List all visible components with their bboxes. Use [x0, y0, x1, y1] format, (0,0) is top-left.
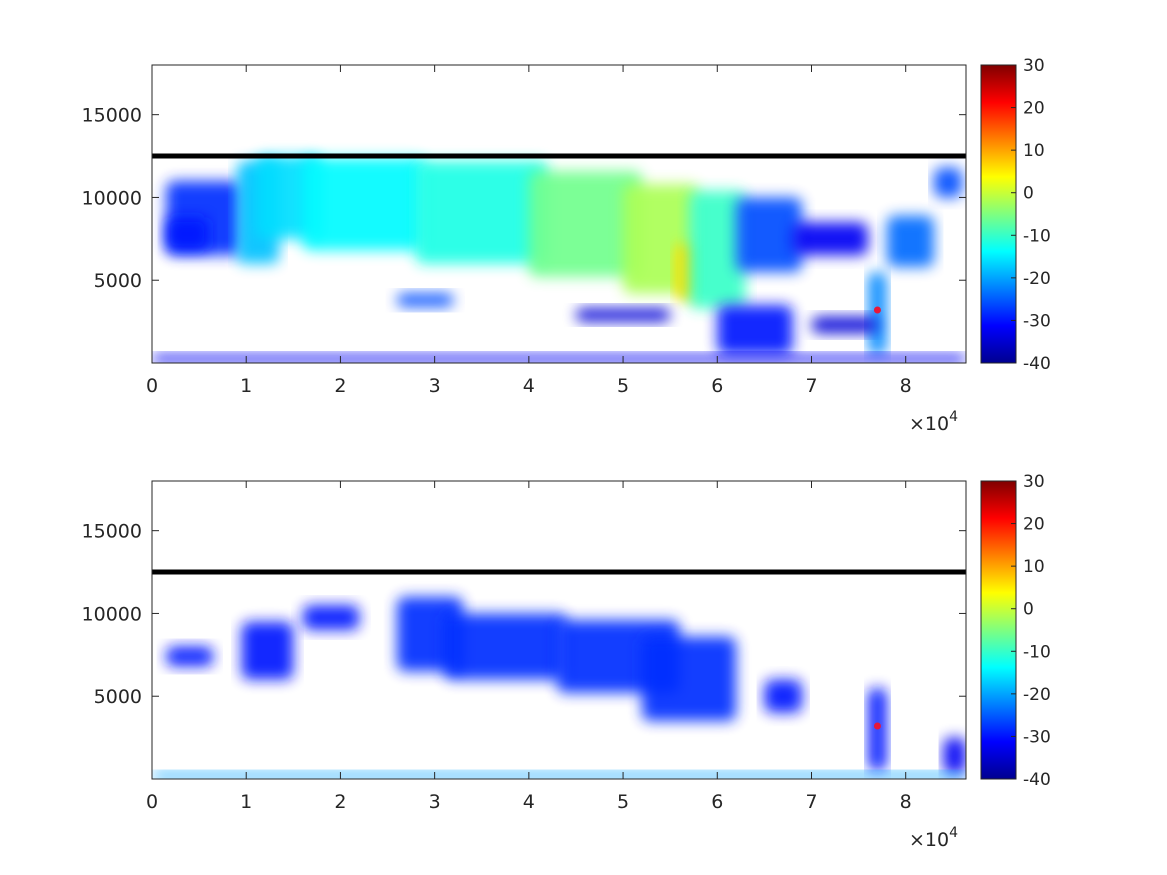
top-x-tick-label: 6	[711, 375, 723, 397]
top-colorbar-ticks: 30 20 10 0 -10 -20 -30 -40	[1011, 56, 1051, 374]
bottom-x-exponent-label: ×104	[909, 825, 958, 851]
bottom-echo-region-10	[152, 772, 966, 779]
top-echo-region-9	[689, 190, 746, 309]
bottom-heatmap	[152, 596, 966, 779]
bottom-x-tick-label: 0	[146, 791, 158, 813]
top-echo-region-16	[396, 293, 454, 307]
top-echo-region-10	[736, 197, 803, 272]
bottom-colorbar-tick-label: -10	[1023, 642, 1051, 662]
bottom-x-tick-label: 6	[711, 791, 723, 813]
top-colorbar-tick-label: -10	[1023, 226, 1051, 246]
top-colorbar-tick-label: 0	[1023, 184, 1034, 204]
top-colorbar-tick-label: 10	[1023, 141, 1045, 161]
top-x-exponent-power: 4	[949, 409, 958, 425]
top-echo-region-1	[166, 217, 209, 251]
top-echo-region-11	[792, 222, 869, 256]
top-x-tick-label: 5	[617, 375, 629, 397]
bottom-x-exponent-power: 4	[949, 825, 958, 841]
bottom-colorbar-tick-label: 30	[1023, 472, 1045, 492]
bottom-echo-region-6	[641, 636, 737, 722]
bottom-x-tick-label: 5	[617, 791, 629, 813]
bottom-axes-frame	[151, 480, 967, 780]
top-marker-point	[873, 306, 881, 314]
bottom-y-tick-label: 5000	[94, 686, 142, 708]
top-echo-region-5	[415, 161, 548, 264]
bottom-echo-region-0	[166, 646, 214, 667]
top-heatmap	[152, 156, 966, 363]
bottom-colorbar-tick-label: -20	[1023, 685, 1051, 705]
top-x-tick-label: 2	[334, 375, 346, 397]
top-x-tick-label: 4	[523, 375, 535, 397]
top-colorbar	[980, 64, 1017, 364]
top-x-axis: 0 1 2 3 4 5 6 7 8	[146, 65, 912, 397]
bottom-colorbar-tick-label: 20	[1023, 515, 1045, 535]
bottom-echo-region-2	[302, 605, 360, 630]
top-colorbar-tick-label: -40	[1023, 354, 1051, 374]
top-x-tick-label: 0	[146, 375, 158, 397]
top-colorbar-tick-label: -20	[1023, 269, 1051, 289]
top-x-tick-label: 8	[900, 375, 912, 397]
top-echo-region-4	[302, 157, 426, 251]
bottom-x-tick-label: 2	[334, 791, 346, 813]
bottom-y-axis: 5000 10000 15000	[82, 521, 966, 708]
top-colorbar-tick-label: 20	[1023, 99, 1045, 119]
top-echo-region-19	[152, 354, 966, 363]
top-echo-region-18	[717, 305, 793, 355]
bottom-echo-region-9	[943, 737, 966, 775]
top-echo-region-15	[811, 316, 878, 334]
bottom-panel: 0 1 2 3 4 5 6 7 8 5000 10000 15000 ×104 30 20 10 0 -10…	[82, 472, 1051, 851]
bottom-x-axis: 0 1 2 3 4 5 6 7 8	[146, 481, 912, 813]
bottom-x-tick-label: 8	[900, 791, 912, 813]
top-x-exponent-label: ×104	[909, 409, 958, 435]
bottom-y-tick-label: 10000	[82, 603, 142, 625]
top-axes-frame	[151, 64, 967, 364]
bottom-colorbar-tick-label: 10	[1023, 557, 1045, 577]
top-x-tick-label: 7	[805, 375, 817, 397]
bottom-colorbar-tick-label: -40	[1023, 770, 1051, 790]
top-panel: 0 1 2 3 4 5 6 7 8 5000 10000 15000 ×104 30 20 10 0 -10…	[82, 56, 1051, 435]
top-y-tick-label: 10000	[82, 187, 142, 209]
top-echo-region-12	[886, 215, 934, 267]
bottom-echo-region-1	[241, 621, 294, 680]
bottom-marker-point	[873, 722, 881, 730]
bottom-x-tick-label: 7	[805, 791, 817, 813]
top-markers	[152, 153, 966, 314]
bottom-x-tick-label: 3	[429, 791, 441, 813]
bottom-y-tick-label: 15000	[82, 521, 142, 543]
top-x-tick-label: 1	[240, 375, 252, 397]
top-echo-region-6	[528, 170, 642, 277]
bottom-colorbar-tick-label: 0	[1023, 600, 1034, 620]
top-x-tick-label: 3	[429, 375, 441, 397]
top-echo-region-13	[933, 167, 963, 198]
top-echo-region-17	[575, 308, 671, 322]
top-y-tick-label: 5000	[94, 270, 142, 292]
bottom-markers	[152, 569, 966, 730]
top-colorbar-tick-label: -30	[1023, 311, 1051, 331]
bottom-x-tick-label: 1	[240, 791, 252, 813]
bottom-colorbar-tick-label: -30	[1023, 727, 1051, 747]
bottom-colorbar-ticks: 30 20 10 0 -10 -20 -30 -40	[1011, 472, 1051, 790]
bottom-echo-region-4	[444, 613, 567, 680]
top-y-axis: 5000 10000 15000	[82, 105, 966, 292]
top-colorbar-tick-label: 30	[1023, 56, 1045, 76]
top-y-tick-label: 15000	[82, 105, 142, 127]
bottom-colorbar	[980, 480, 1017, 780]
bottom-echo-region-7	[764, 679, 803, 713]
bottom-x-tick-label: 4	[523, 791, 535, 813]
